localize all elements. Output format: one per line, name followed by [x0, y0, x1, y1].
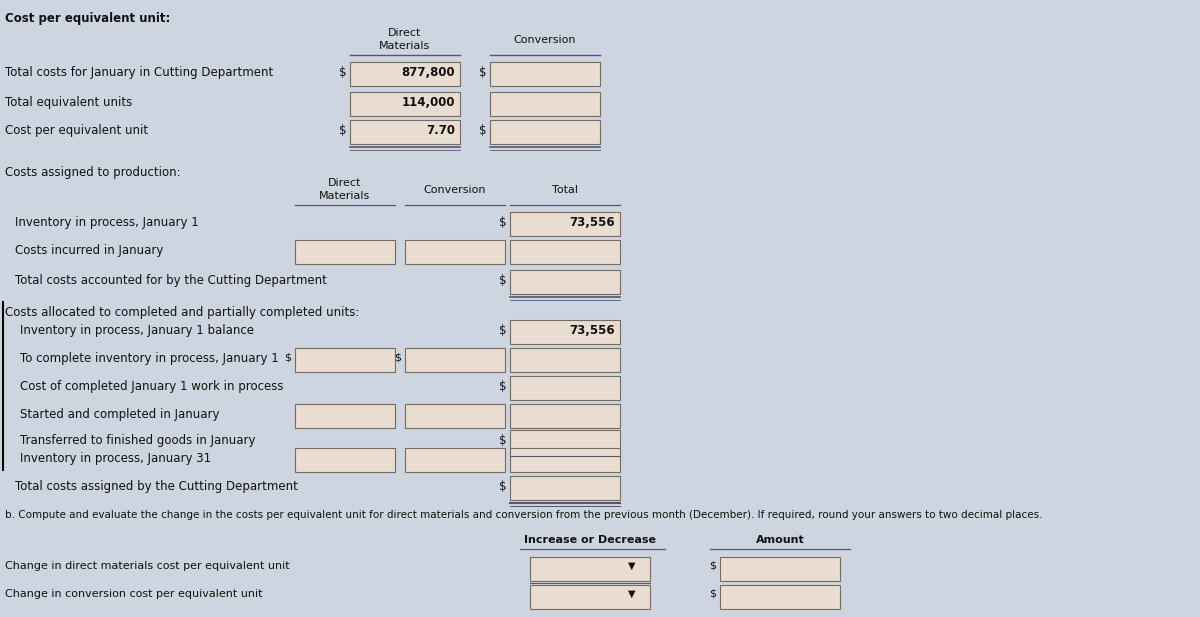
- Text: Inventory in process, January 31: Inventory in process, January 31: [20, 452, 211, 465]
- Text: Costs allocated to completed and partially completed units:: Costs allocated to completed and partial…: [5, 306, 359, 319]
- Text: Started and completed in January: Started and completed in January: [20, 408, 220, 421]
- FancyBboxPatch shape: [350, 92, 460, 116]
- Text: To complete inventory in process, January 1: To complete inventory in process, Januar…: [20, 352, 278, 365]
- FancyBboxPatch shape: [295, 240, 395, 264]
- FancyBboxPatch shape: [490, 62, 600, 86]
- Text: Conversion: Conversion: [424, 185, 486, 195]
- Text: ▼: ▼: [628, 589, 635, 599]
- FancyBboxPatch shape: [510, 430, 620, 454]
- Text: $: $: [338, 66, 346, 79]
- Text: Total equivalent units: Total equivalent units: [5, 96, 132, 109]
- Text: Inventory in process, January 1 balance: Inventory in process, January 1 balance: [20, 324, 254, 337]
- Text: Transferred to finished goods in January: Transferred to finished goods in January: [20, 434, 256, 447]
- Text: $: $: [479, 124, 486, 137]
- Text: $: $: [709, 561, 716, 571]
- FancyBboxPatch shape: [510, 212, 620, 236]
- FancyBboxPatch shape: [490, 120, 600, 144]
- FancyBboxPatch shape: [720, 585, 840, 609]
- Text: $: $: [498, 324, 506, 337]
- Text: Total costs accounted for by the Cutting Department: Total costs accounted for by the Cutting…: [14, 274, 326, 287]
- FancyBboxPatch shape: [295, 404, 395, 428]
- Text: Conversion: Conversion: [514, 35, 576, 45]
- Text: 7.70: 7.70: [426, 124, 455, 137]
- FancyBboxPatch shape: [350, 120, 460, 144]
- FancyBboxPatch shape: [510, 404, 620, 428]
- Text: $: $: [498, 380, 506, 393]
- FancyBboxPatch shape: [530, 585, 650, 609]
- FancyBboxPatch shape: [720, 557, 840, 581]
- FancyBboxPatch shape: [530, 557, 650, 581]
- Text: Cost of completed January 1 work in process: Cost of completed January 1 work in proc…: [20, 380, 283, 393]
- Text: $: $: [284, 352, 292, 362]
- Text: 73,556: 73,556: [569, 216, 616, 229]
- FancyBboxPatch shape: [295, 348, 395, 372]
- Text: $: $: [338, 124, 346, 137]
- Text: $: $: [498, 216, 506, 229]
- Text: Amount: Amount: [756, 535, 804, 545]
- Text: Total costs assigned by the Cutting Department: Total costs assigned by the Cutting Depa…: [14, 480, 298, 493]
- Text: $: $: [709, 589, 716, 599]
- Text: Change in direct materials cost per equivalent unit: Change in direct materials cost per equi…: [5, 561, 289, 571]
- FancyBboxPatch shape: [406, 404, 505, 428]
- Text: Cost per equivalent unit: Cost per equivalent unit: [5, 124, 148, 137]
- FancyBboxPatch shape: [510, 270, 620, 294]
- Text: $: $: [394, 352, 401, 362]
- FancyBboxPatch shape: [510, 448, 620, 472]
- FancyBboxPatch shape: [510, 348, 620, 372]
- FancyBboxPatch shape: [510, 320, 620, 344]
- Text: Increase or Decrease: Increase or Decrease: [524, 535, 656, 545]
- Text: Direct: Direct: [329, 178, 361, 188]
- FancyBboxPatch shape: [295, 448, 395, 472]
- FancyBboxPatch shape: [510, 476, 620, 500]
- Text: ▼: ▼: [628, 561, 635, 571]
- Text: $: $: [498, 480, 506, 493]
- Text: $: $: [479, 66, 486, 79]
- Text: 73,556: 73,556: [569, 324, 616, 337]
- FancyBboxPatch shape: [350, 62, 460, 86]
- Text: Total costs for January in Cutting Department: Total costs for January in Cutting Depar…: [5, 66, 274, 79]
- Text: 114,000: 114,000: [402, 96, 455, 109]
- Text: Change in conversion cost per equivalent unit: Change in conversion cost per equivalent…: [5, 589, 263, 599]
- Text: Total: Total: [552, 185, 578, 195]
- Text: 877,800: 877,800: [401, 66, 455, 79]
- FancyBboxPatch shape: [490, 92, 600, 116]
- Text: Cost per equivalent unit:: Cost per equivalent unit:: [5, 12, 170, 25]
- Text: $: $: [498, 274, 506, 287]
- Text: Materials: Materials: [319, 191, 371, 201]
- FancyBboxPatch shape: [406, 348, 505, 372]
- FancyBboxPatch shape: [406, 240, 505, 264]
- Text: Materials: Materials: [379, 41, 431, 51]
- FancyBboxPatch shape: [510, 240, 620, 264]
- Text: Inventory in process, January 1: Inventory in process, January 1: [14, 216, 199, 229]
- Text: Direct: Direct: [389, 28, 421, 38]
- Text: $: $: [498, 434, 506, 447]
- FancyBboxPatch shape: [406, 448, 505, 472]
- Text: b. Compute and evaluate the change in the costs per equivalent unit for direct m: b. Compute and evaluate the change in th…: [5, 510, 1043, 520]
- FancyBboxPatch shape: [510, 376, 620, 400]
- Text: Costs incurred in January: Costs incurred in January: [14, 244, 163, 257]
- Text: Costs assigned to production:: Costs assigned to production:: [5, 166, 181, 179]
